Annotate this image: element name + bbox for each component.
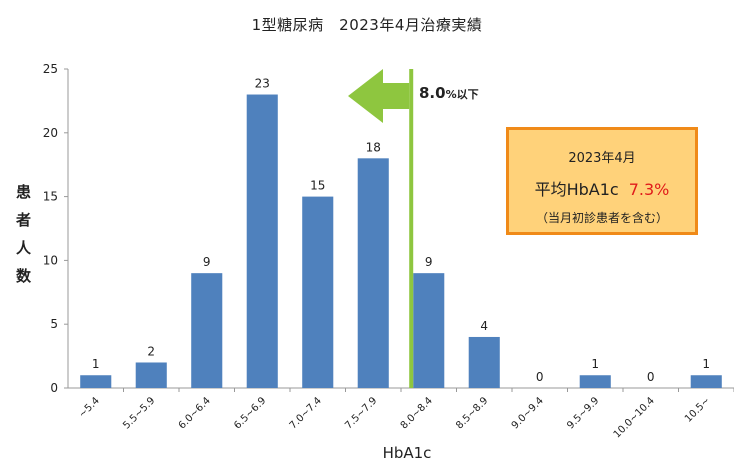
info-note: （当月初診患者を含む） bbox=[535, 211, 668, 225]
bar bbox=[302, 196, 334, 388]
bar-value-label: 1 bbox=[591, 357, 599, 371]
y-tick-label: 20 bbox=[43, 126, 58, 140]
y-axis-label-char: 者 bbox=[16, 211, 32, 229]
bar-value-label: 4 bbox=[480, 319, 488, 333]
bar bbox=[357, 158, 389, 388]
bar bbox=[246, 94, 278, 389]
bar bbox=[135, 362, 167, 388]
info-period: 2023年4月 bbox=[568, 151, 636, 166]
y-axis-label: 患 者 人 数 bbox=[16, 178, 31, 290]
bar bbox=[690, 375, 722, 388]
x-tick-label: 7.0~7.4 bbox=[288, 395, 324, 431]
average-info-box: 2023年4月 平均HbA1c 7.3% （当月初診患者を含む） bbox=[506, 127, 698, 235]
bar-value-label: 2 bbox=[147, 344, 155, 358]
x-tick-label: ~5.4 bbox=[77, 395, 102, 420]
bar-value-label: 0 bbox=[536, 370, 544, 384]
bar-value-label: 23 bbox=[255, 77, 270, 91]
y-tick-label: 5 bbox=[50, 317, 58, 331]
x-tick-label: 8.5~8.9 bbox=[454, 395, 490, 431]
bar-value-label: 1 bbox=[92, 357, 100, 371]
x-tick-label: 10.0~10.4 bbox=[612, 395, 657, 440]
y-axis-label-char: 数 bbox=[16, 267, 32, 285]
bar bbox=[579, 375, 611, 388]
bar bbox=[468, 336, 500, 388]
x-tick-label: 8.0~8.4 bbox=[399, 395, 435, 431]
y-axis-label-char: 人 bbox=[16, 239, 32, 257]
x-tick-label: 10.5~ bbox=[683, 395, 712, 424]
y-axis-label-char: 患 bbox=[16, 183, 32, 201]
chart-bars bbox=[80, 94, 722, 389]
y-tick-label: 0 bbox=[50, 381, 58, 395]
y-tick-label: 15 bbox=[43, 190, 58, 204]
info-average-label: 平均HbA1c bbox=[534, 180, 619, 199]
threshold-marker bbox=[348, 69, 414, 388]
y-tick-label: 10 bbox=[43, 253, 58, 267]
bar bbox=[191, 273, 223, 388]
bar bbox=[80, 375, 112, 388]
x-tick-label: 6.0~6.4 bbox=[177, 395, 213, 431]
threshold-label: 8.0%以下 bbox=[419, 84, 479, 102]
bar bbox=[413, 273, 445, 388]
threshold-suffix: %以下 bbox=[445, 88, 479, 101]
bar-value-label: 18 bbox=[366, 140, 381, 154]
threshold-value: 8.0 bbox=[419, 84, 446, 102]
bar-value-label: 9 bbox=[203, 255, 211, 269]
bar-value-label: 0 bbox=[647, 370, 655, 384]
x-tick-label: 6.5~6.9 bbox=[232, 395, 268, 431]
info-average: 平均HbA1c 7.3% bbox=[509, 176, 695, 200]
chart-title: 1型糖尿病 2023年4月治療実績 bbox=[251, 16, 483, 34]
x-tick-label: 9.0~9.4 bbox=[510, 395, 546, 431]
y-tick-label: 25 bbox=[43, 62, 58, 76]
x-tick-label: 9.5~9.9 bbox=[565, 395, 601, 431]
x-tick-label: 5.5~5.9 bbox=[121, 395, 157, 431]
threshold-arrow bbox=[348, 69, 410, 123]
x-tick-label: 7.5~7.9 bbox=[343, 395, 379, 431]
x-axis-label: HbA1c bbox=[382, 444, 432, 462]
bar-value-label: 9 bbox=[425, 255, 433, 269]
bar-value-label: 15 bbox=[310, 179, 325, 193]
bar-value-label: 1 bbox=[702, 357, 710, 371]
info-average-value: 7.3% bbox=[628, 180, 670, 199]
